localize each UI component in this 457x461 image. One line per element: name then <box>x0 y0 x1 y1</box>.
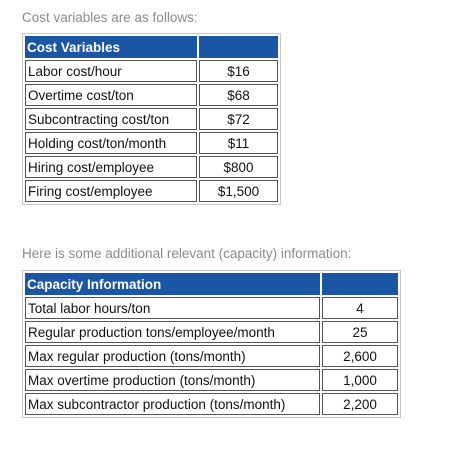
table-row: Max regular production (tons/month) 2,60… <box>25 345 398 367</box>
row-label: Holding cost/ton/month <box>25 132 197 154</box>
capacity-table-header: Capacity Information <box>25 273 320 295</box>
table-row: Labor cost/hour $16 <box>25 60 278 82</box>
row-label: Max overtime production (tons/month) <box>25 369 320 391</box>
table-header-row: Capacity Information <box>25 273 398 295</box>
row-value: 2,600 <box>322 345 398 367</box>
cost-table-header: Cost Variables <box>25 36 197 58</box>
table-header-row: Cost Variables <box>25 36 278 58</box>
row-value: $72 <box>199 108 278 130</box>
row-value: $1,500 <box>199 180 278 202</box>
row-label: Overtime cost/ton <box>25 84 197 106</box>
table-row: Total labor hours/ton 4 <box>25 297 398 319</box>
row-label: Total labor hours/ton <box>25 297 320 319</box>
table-row: Max overtime production (tons/month) 1,0… <box>25 369 398 391</box>
capacity-intro-text: Here is some additional relevant (capaci… <box>22 246 352 261</box>
table-row: Regular production tons/employee/month 2… <box>25 321 398 343</box>
row-label: Labor cost/hour <box>25 60 197 82</box>
row-value: $11 <box>199 132 278 154</box>
row-label: Max subcontractor production (tons/month… <box>25 393 320 415</box>
row-value: 25 <box>322 321 398 343</box>
table-row: Hiring cost/employee $800 <box>25 156 278 178</box>
capacity-information-table: Capacity Information Total labor hours/t… <box>22 270 401 418</box>
table-row: Firing cost/employee $1,500 <box>25 180 278 202</box>
row-value: $68 <box>199 84 278 106</box>
table-row: Subcontracting cost/ton $72 <box>25 108 278 130</box>
cost-table-header-value <box>199 36 278 58</box>
row-label: Subcontracting cost/ton <box>25 108 197 130</box>
row-value: $16 <box>199 60 278 82</box>
row-value: $800 <box>199 156 278 178</box>
table-row: Overtime cost/ton $68 <box>25 84 278 106</box>
row-label: Firing cost/employee <box>25 180 197 202</box>
row-value: 1,000 <box>322 369 398 391</box>
row-label: Max regular production (tons/month) <box>25 345 320 367</box>
capacity-table-header-value <box>322 273 398 295</box>
row-label: Regular production tons/employee/month <box>25 321 320 343</box>
cost-intro-text: Cost variables are as follows: <box>22 10 198 25</box>
cost-variables-table: Cost Variables Labor cost/hour $16 Overt… <box>22 33 281 205</box>
table-row: Max subcontractor production (tons/month… <box>25 393 398 415</box>
row-value: 2,200 <box>322 393 398 415</box>
row-label: Hiring cost/employee <box>25 156 197 178</box>
row-value: 4 <box>322 297 398 319</box>
table-row: Holding cost/ton/month $11 <box>25 132 278 154</box>
